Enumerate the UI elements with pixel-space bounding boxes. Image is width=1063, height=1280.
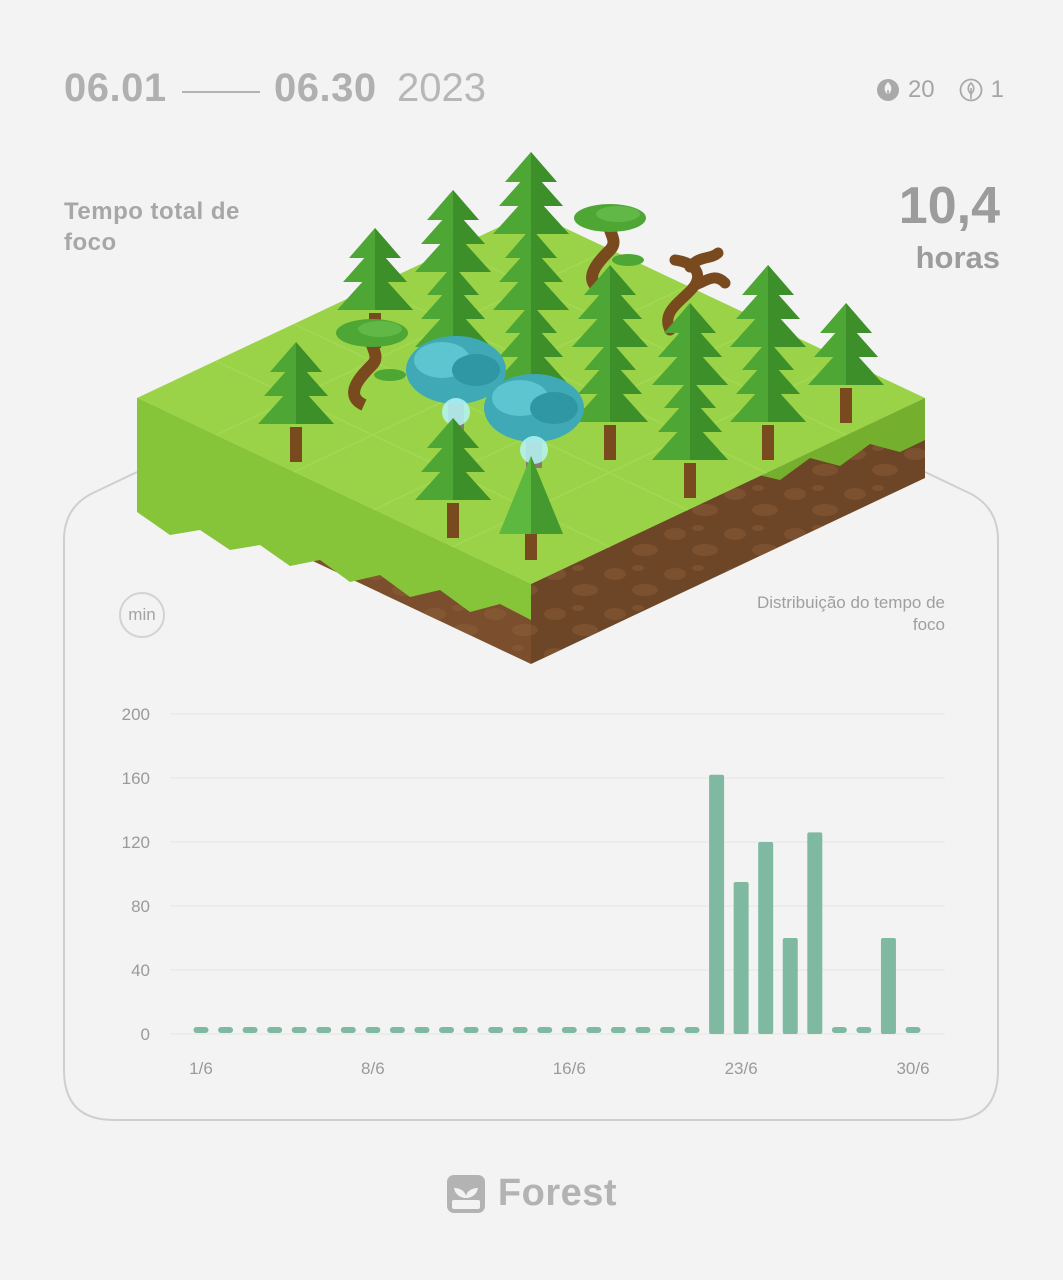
total-focus-time: 10,4 horas: [899, 176, 1000, 280]
magic-tree: [484, 374, 584, 468]
bar: [414, 1027, 430, 1033]
bar: [758, 842, 774, 1034]
pine-tree: [415, 418, 491, 538]
bar: [439, 1027, 455, 1033]
total-focus-label: Tempo total de foco: [64, 198, 240, 256]
pine-tree: [652, 303, 728, 423]
tree-counts: 20 1: [876, 76, 1004, 104]
dead-count-value: 1: [990, 76, 1004, 103]
bar: [488, 1027, 504, 1033]
pine-tree: [415, 190, 491, 310]
bar: [537, 1027, 553, 1033]
cedar-tree: [499, 456, 563, 560]
healthy-count-value: 20: [907, 76, 935, 103]
bar: [340, 1027, 356, 1033]
y-tick-label: 40: [131, 961, 150, 980]
pine-tree: [808, 303, 884, 423]
pine-tree: [730, 340, 806, 460]
pine-tree: [572, 340, 648, 460]
healthy-tree-count: 20: [876, 76, 935, 104]
x-tick-label: 8/6: [361, 1059, 385, 1078]
bar: [512, 1027, 528, 1033]
forest-logo-icon: [446, 1174, 485, 1213]
y-tick-label: 0: [141, 1025, 150, 1044]
x-tick-label: 1/6: [189, 1059, 213, 1078]
x-tick-label: 16/6: [553, 1059, 586, 1078]
x-tick-label: 23/6: [725, 1059, 758, 1078]
y-tick-label: 160: [122, 769, 150, 788]
end-date: 06.30: [274, 66, 377, 110]
bar: [733, 882, 749, 1034]
forest-island: [137, 152, 925, 664]
dead-tree: [662, 247, 731, 336]
date-range-divider: [182, 91, 260, 93]
bar: [291, 1027, 307, 1033]
pine-tree: [258, 342, 334, 462]
bar: [905, 1027, 921, 1033]
pine-tree: [652, 378, 728, 498]
bonsai-tree: [336, 319, 408, 411]
brand-name: Forest: [497, 1172, 618, 1214]
bar: [782, 938, 798, 1034]
bar: [684, 1027, 700, 1033]
bar: [218, 1027, 234, 1033]
bonsai-tree: [574, 204, 646, 296]
bar: [365, 1027, 381, 1033]
bar: [389, 1027, 405, 1033]
bar: [316, 1027, 332, 1033]
bar: [267, 1027, 283, 1033]
bar: [856, 1027, 872, 1033]
magic-tree: [406, 336, 506, 430]
bar: [635, 1027, 651, 1033]
bar: [880, 938, 896, 1034]
bar: [659, 1027, 675, 1033]
dead-tree-count: 1: [959, 76, 1004, 104]
focus-distribution-chart: 0 40 80 120 160 200 1/6 8/6 16/6 23/6 30/6: [122, 705, 945, 1078]
bar: [709, 774, 725, 1034]
pine-tree: [730, 265, 806, 385]
bar: [561, 1027, 577, 1033]
x-tick-label: 30/6: [896, 1059, 929, 1078]
pine-tree: [493, 303, 569, 423]
bar: [831, 1027, 847, 1033]
year: 2023: [397, 66, 486, 110]
y-tick-label: 200: [122, 705, 150, 724]
chart-subtitle: Distribuição do tempo de foco: [756, 593, 945, 634]
pine-tree: [493, 228, 569, 348]
bar: [807, 832, 823, 1034]
total-focus-unit: horas: [915, 240, 1000, 275]
brand-footer: Forest: [0, 1172, 1063, 1215]
bar: [463, 1027, 479, 1033]
y-tick-label: 80: [131, 897, 150, 916]
unit-badge: min: [119, 592, 165, 638]
start-date: 06.01: [64, 66, 167, 110]
total-focus-value: 10,4: [898, 177, 1000, 235]
bar: [193, 1027, 209, 1033]
bar: [610, 1027, 626, 1033]
date-range-header: 06.01 06.30 2023 20 1: [64, 66, 1004, 122]
bar: [242, 1027, 258, 1033]
dead-tree-icon: [959, 78, 983, 102]
y-tick-label: 120: [122, 833, 150, 852]
bar: [586, 1027, 602, 1033]
healthy-tree-icon: [876, 79, 899, 101]
